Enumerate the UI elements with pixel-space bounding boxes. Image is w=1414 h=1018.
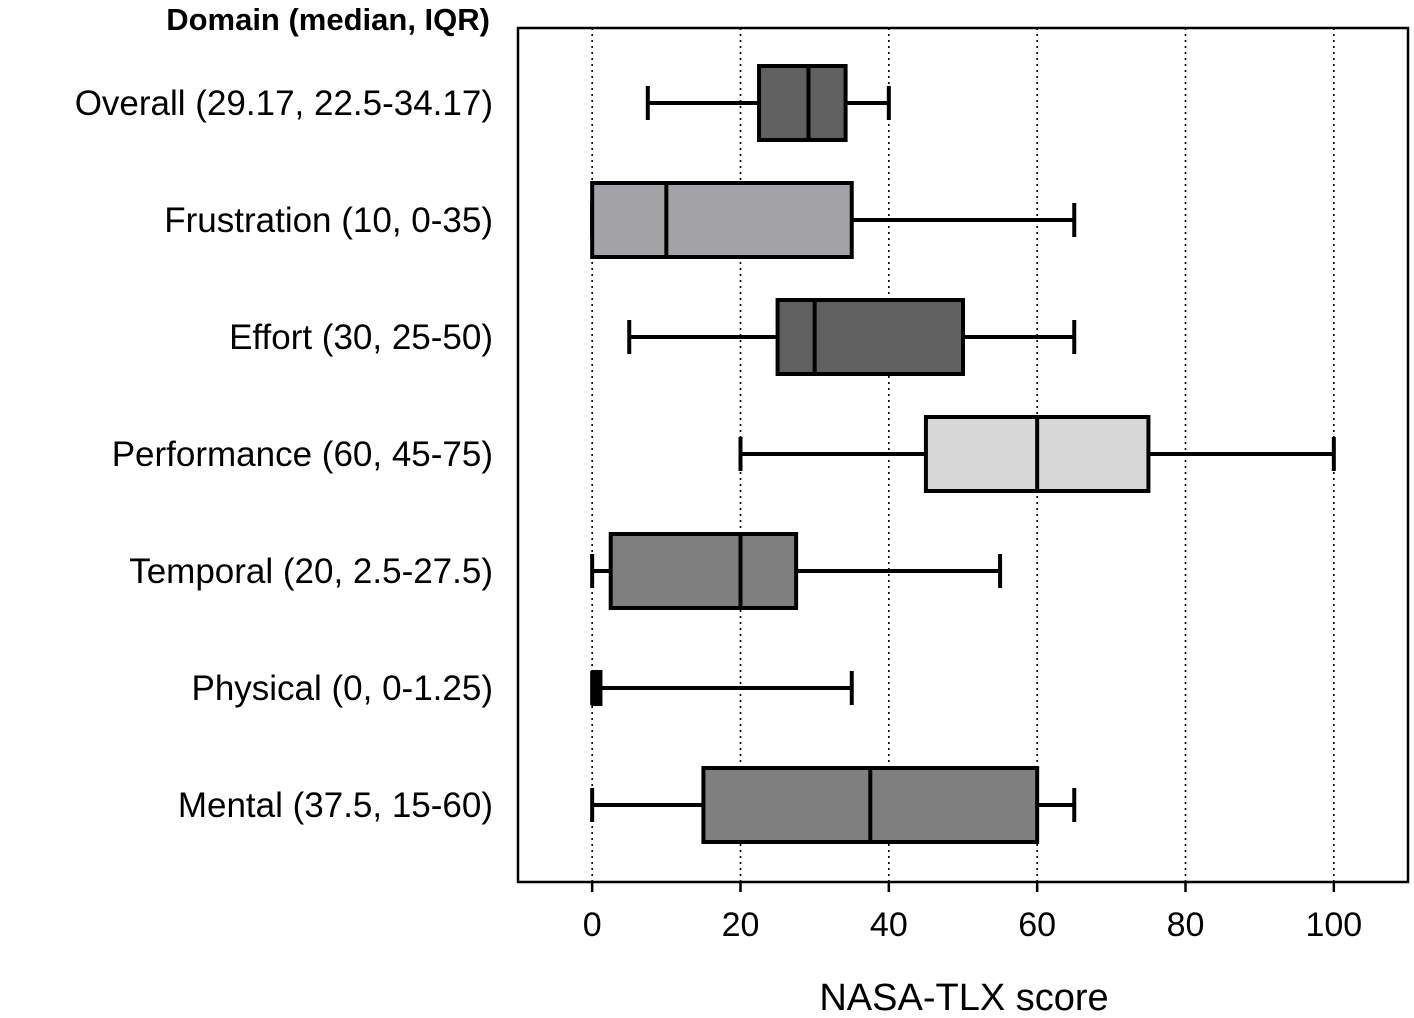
box-group <box>590 766 1077 844</box>
row-label: Temporal (20, 2.5-27.5) <box>129 552 493 591</box>
box-group <box>645 64 891 142</box>
row-label: Physical (0, 0-1.25) <box>191 669 493 708</box>
x-tick-label: 80 <box>1167 906 1205 944</box>
plot-frame <box>516 26 1410 884</box>
box-group <box>627 298 1077 376</box>
box-group <box>590 670 854 706</box>
row-label: Effort (30, 25-50) <box>229 318 493 357</box>
row-label: Performance (60, 45-75) <box>112 435 493 474</box>
x-tick-label: 100 <box>1305 906 1362 944</box>
boxes <box>590 64 1336 844</box>
box-group <box>590 181 1077 259</box>
x-tick-label: 40 <box>870 906 908 944</box>
x-tick-label: 60 <box>1018 906 1056 944</box>
box-group <box>590 532 1003 610</box>
row-header: Domain (median, IQR) <box>166 2 490 37</box>
x-axis-label: NASA-TLX score <box>819 977 1108 1018</box>
iqr-box <box>775 298 965 376</box>
row-label: Frustration (10, 0-35) <box>164 201 493 240</box>
box-group <box>738 415 1336 493</box>
x-tick-label: 20 <box>722 906 760 944</box>
row-label: Overall (29.17, 22.5-34.17) <box>75 84 493 123</box>
iqr-box <box>608 532 799 610</box>
x-axis: 0 20 40 60 80 100 <box>583 882 1362 944</box>
row-label: Mental (37.5, 15-60) <box>178 786 493 825</box>
row-labels: Domain (median, IQR) Overall (29.17, 22.… <box>75 2 493 825</box>
iqr-box <box>591 670 603 706</box>
iqr-box <box>590 181 854 259</box>
x-tick-label: 0 <box>583 906 602 944</box>
iqr-box <box>757 64 848 142</box>
